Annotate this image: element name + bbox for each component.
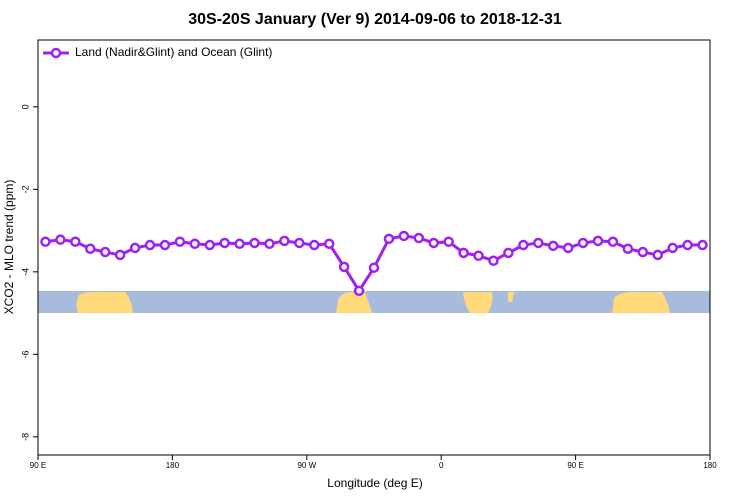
point <box>70 236 81 247</box>
point <box>398 230 410 242</box>
land <box>508 292 514 302</box>
y-axis-label: XCO2 - MLO trend (ppm) <box>2 180 16 315</box>
point <box>667 242 678 254</box>
y-tick-label: -4 <box>20 268 30 276</box>
x-tick-label: 0 <box>439 461 444 470</box>
point <box>40 236 51 247</box>
point <box>488 255 499 266</box>
x-tick-label: 90 E <box>567 461 583 470</box>
point <box>428 237 439 249</box>
point <box>159 239 171 251</box>
point <box>323 238 335 250</box>
point <box>249 237 260 249</box>
point <box>503 247 514 259</box>
legend-marker <box>50 47 62 59</box>
y-tick-label: -6 <box>20 350 30 358</box>
point <box>55 234 66 245</box>
y-tick-label: 0 <box>20 104 30 109</box>
land <box>463 292 493 313</box>
point <box>682 239 693 251</box>
point <box>264 238 275 250</box>
point <box>622 243 634 254</box>
point <box>547 240 559 252</box>
point <box>697 239 708 251</box>
point <box>413 232 425 244</box>
point <box>562 242 574 254</box>
point <box>592 235 604 247</box>
point <box>234 238 245 250</box>
x-axis-label: Longitude (deg E) <box>327 476 422 490</box>
point <box>279 235 290 247</box>
point <box>607 236 619 247</box>
point <box>473 250 484 262</box>
point <box>129 242 141 254</box>
point <box>85 243 96 254</box>
legend-label: Land (Nadir&Glint) and Ocean (Glint) <box>75 45 272 59</box>
point <box>204 239 215 251</box>
point <box>458 247 469 259</box>
land-ocean-strip <box>38 291 710 313</box>
y-tick-label: -2 <box>20 185 30 193</box>
point <box>219 237 230 249</box>
chart-title: 30S-20S January (Ver 9) 2014-09-06 to 20… <box>188 11 562 28</box>
point <box>174 236 186 247</box>
plot-frame <box>37 39 711 456</box>
point <box>533 237 544 249</box>
point <box>652 249 663 261</box>
point <box>383 233 395 245</box>
land <box>612 291 670 313</box>
point <box>353 285 365 297</box>
point <box>114 249 126 261</box>
land <box>76 291 133 313</box>
point <box>99 246 111 258</box>
land <box>336 291 372 313</box>
ocean-band <box>38 291 710 313</box>
point <box>518 239 529 251</box>
point <box>338 261 350 273</box>
point <box>577 237 589 249</box>
point <box>294 237 305 249</box>
point <box>368 262 380 273</box>
point <box>443 236 454 247</box>
y-tick-label: -8 <box>20 433 30 441</box>
x-tick-label: 90 W <box>297 461 316 470</box>
point <box>637 246 649 258</box>
x-tick-label: 180 <box>703 461 717 470</box>
point <box>144 239 156 251</box>
point <box>189 238 201 250</box>
x-tick-label: 180 <box>166 461 180 470</box>
point <box>309 239 320 251</box>
x-tick-label: 90 E <box>30 461 46 470</box>
